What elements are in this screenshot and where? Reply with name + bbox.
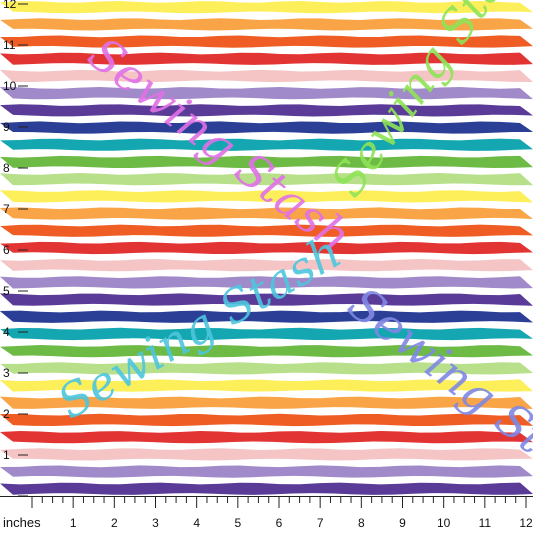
stripe [0,310,533,323]
stripe [0,18,533,31]
vertical-tick-label: 1 [3,448,10,462]
stripe [0,52,533,65]
vertical-tick-label: 10 [3,79,17,93]
stripe [0,138,533,151]
vertical-tick-label: 12 [3,0,17,11]
vertical-tick-label: 3 [3,366,10,380]
horizontal-tick-label: 6 [276,516,283,530]
horizontal-tick-label: 3 [152,516,159,530]
vertical-tick-label: 7 [3,202,10,216]
stripe [0,173,533,186]
vertical-tick-label: 11 [3,38,16,52]
stripe [0,224,533,237]
vertical-tick-label: 9 [3,120,10,134]
stripe [0,1,533,14]
vertical-tick-label: 2 [3,407,10,421]
horizontal-tick-label: 1 [70,516,77,530]
stripe [0,413,533,427]
horizontal-tick-label: 5 [234,516,241,530]
stripe [0,448,533,461]
stripe [0,465,533,478]
ruler-unit-label: inches [3,515,41,530]
vertical-ruler: 0123456789101112 [3,0,28,514]
stripe [0,276,533,289]
horizontal-tick-label: 12 [519,516,533,530]
stripe [0,482,533,495]
stripe [0,379,533,392]
vertical-tick-label: 8 [3,161,10,175]
stripe [0,104,533,117]
stripe [0,345,533,358]
horizontal-ruler: inches 1 2 3 4 5 6 7 8 9 10 11 12 [0,496,533,533]
stripe [0,87,533,100]
stripe [0,293,533,306]
stripe [0,207,533,220]
horizontal-tick-label: 7 [317,516,324,530]
vertical-tick-label: 4 [3,325,10,339]
vertical-tick-label: 5 [3,284,10,298]
stripe [0,259,533,272]
stripe [0,396,533,409]
stripe [0,327,533,341]
stripe [0,121,533,134]
stripe [0,155,533,169]
stripe [0,69,533,83]
horizontal-tick-label: 4 [193,516,200,530]
vertical-tick-label: 6 [3,243,10,257]
horizontal-tick-label: 11 [479,516,492,530]
horizontal-tick-label: 9 [399,516,406,530]
stripe [0,190,533,203]
ruler-background [0,496,533,533]
stripe [0,35,533,48]
stripe [0,431,533,444]
stripe-group [0,1,533,495]
horizontal-tick-label: 2 [111,516,118,530]
stripe [0,362,533,375]
horizontal-tick-label: 10 [437,516,451,530]
horizontal-tick-label: 8 [358,516,365,530]
stripe [0,241,533,255]
